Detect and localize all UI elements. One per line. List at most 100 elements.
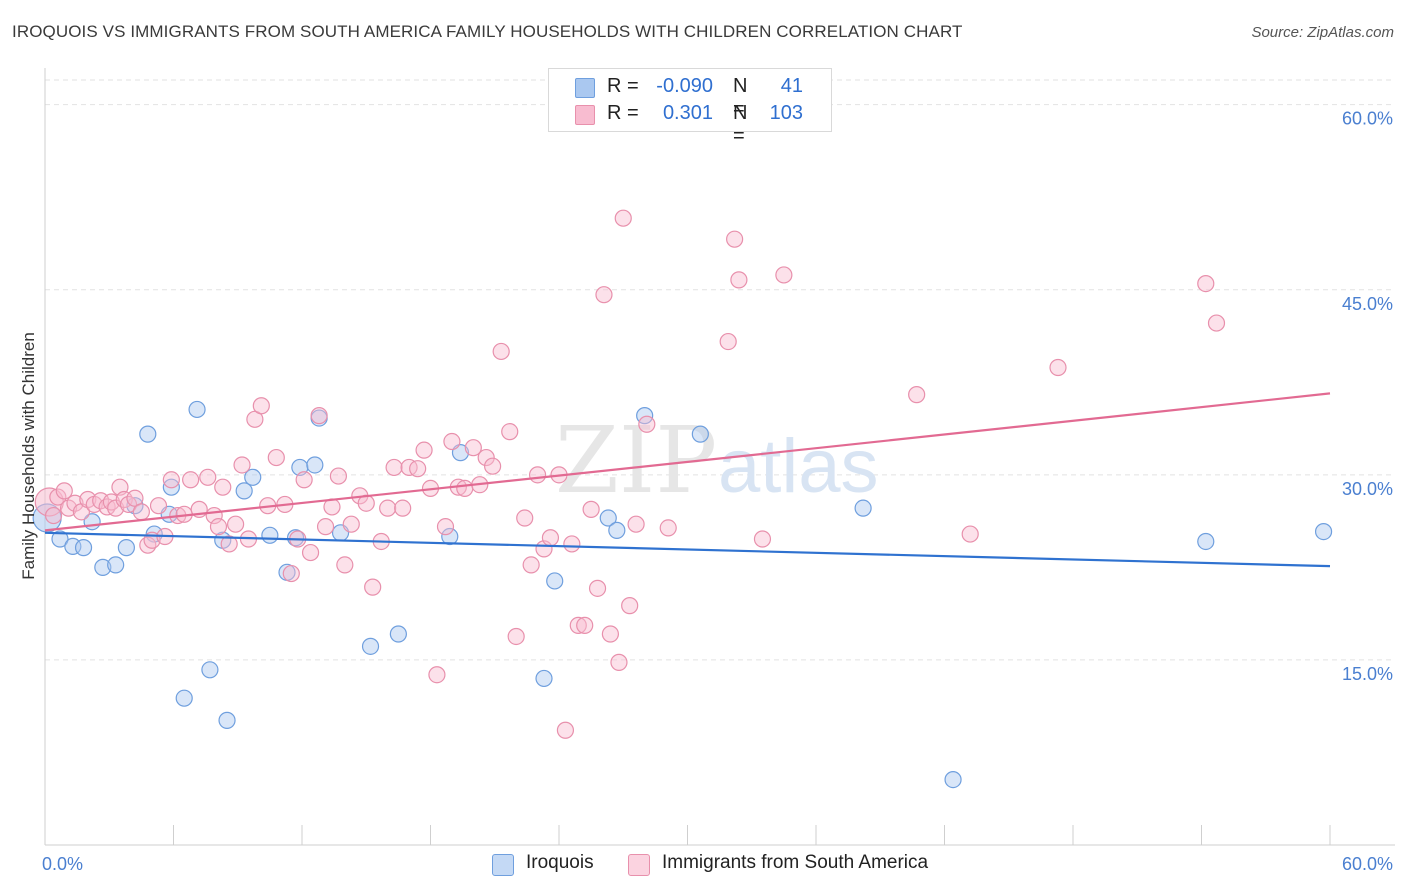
iroquois-point: [107, 556, 125, 574]
immigrants-point: [310, 407, 328, 425]
immigrants-point: [149, 497, 168, 515]
immigrants-point: [507, 627, 525, 646]
immigrants-point: [428, 666, 446, 684]
immigrants-point: [563, 535, 581, 553]
y-tick-label: 30.0%: [1342, 479, 1393, 499]
immigrants-point: [522, 556, 540, 574]
immigrants-point: [456, 479, 474, 498]
tick-labels: 15.0% 30.0% 45.0% 60.0% 0.0% 60.0%: [42, 109, 1393, 874]
iroquois-point: [201, 661, 219, 679]
iroquois-point: [546, 572, 564, 590]
immigrants-point: [501, 423, 519, 441]
iroquois-point: [389, 625, 407, 643]
immigrants-point: [627, 515, 645, 533]
immigrants-point: [556, 721, 575, 739]
iroquois-point: [441, 527, 459, 546]
legend-r-label: R =: [607, 75, 639, 97]
immigrants-point: [119, 495, 138, 514]
immigrants-point: [400, 458, 418, 477]
iroquois-point: [1197, 532, 1215, 551]
immigrants-point: [621, 597, 639, 615]
immigrants-point: [233, 456, 251, 474]
immigrants-point: [753, 530, 772, 548]
immigrants-point: [132, 503, 150, 521]
iroquois-point: [944, 771, 962, 789]
immigrants-point: [464, 439, 482, 457]
immigrants-point: [55, 482, 73, 500]
immigrants-point: [336, 556, 354, 574]
immigrants-point: [1197, 274, 1215, 293]
y-tick-label: 15.0%: [1342, 664, 1393, 684]
immigrants-point: [209, 518, 228, 536]
immigrants-point: [409, 460, 427, 478]
legend-n-label: N =: [733, 102, 748, 147]
immigrants-point: [569, 616, 587, 634]
immigrants-point: [267, 448, 285, 467]
immigrants-points: [34, 209, 1226, 739]
immigrants-point: [436, 518, 455, 536]
immigrants-point: [588, 579, 607, 597]
iroquois-point: [175, 689, 193, 707]
immigrants-point: [66, 494, 84, 512]
iroquois-point: [1314, 522, 1333, 541]
immigrants-point: [516, 509, 534, 527]
immigrants-point: [730, 271, 748, 289]
legend-label-immigrants: Immigrants from South America: [662, 852, 929, 873]
legend-n-value: 103: [769, 102, 803, 124]
iroquois-trend-line: [44, 531, 1331, 568]
immigrants-point: [342, 515, 360, 533]
immigrants-point: [582, 500, 600, 518]
correlation-legend: R = -0.090 N = 41 R = 0.301 N = 103: [548, 68, 832, 147]
immigrants-point: [908, 386, 926, 404]
immigrants-point: [182, 471, 200, 489]
immigrants-point: [295, 471, 313, 489]
legend-n-value: 41: [780, 75, 803, 97]
series-legend: Iroquois Immigrants from South America: [0, 852, 1406, 878]
iroquois-point: [188, 400, 206, 419]
iroquois-point: [117, 539, 135, 557]
immigrants-point: [214, 478, 232, 496]
iroquois-point: [94, 558, 112, 576]
iroquois-point: [261, 526, 279, 544]
iroquois-point: [51, 530, 69, 548]
watermark: ZIP atlas: [555, 407, 879, 514]
x-tick-label: 60.0%: [1342, 854, 1393, 874]
immigrants-point: [1207, 314, 1226, 332]
legend-r-value: 0.301: [662, 102, 713, 124]
iroquois-point: [139, 425, 157, 443]
immigrants-point: [394, 499, 412, 517]
iroquois-point: [854, 499, 872, 517]
immigrants-point: [601, 625, 620, 643]
immigrants-point: [329, 467, 348, 485]
immigrants-point: [379, 499, 397, 517]
immigrants-point: [364, 578, 382, 596]
immigrants-point: [301, 543, 320, 562]
immigrants-point: [775, 266, 793, 284]
immigrants-point: [528, 466, 547, 484]
iroquois-point: [74, 539, 93, 557]
immigrants-point: [614, 209, 632, 227]
legend-swatch-iroquois: [575, 78, 595, 98]
x-tick-label: 0.0%: [42, 854, 83, 874]
immigrants-point: [162, 471, 180, 489]
legend-swatch-immigrants: [628, 854, 650, 876]
source-label: Source: ZipAtlas.com: [1251, 24, 1394, 41]
immigrants-point: [659, 519, 677, 537]
immigrants-point: [610, 653, 628, 671]
immigrants-point: [44, 506, 63, 525]
iroquois-point: [218, 711, 236, 729]
immigrants-point: [199, 468, 217, 486]
immigrants-point: [282, 564, 300, 583]
immigrants-point: [595, 286, 613, 304]
legend-r-value: -0.090: [656, 75, 713, 97]
immigrants-point: [477, 448, 495, 467]
axes: [44, 68, 1395, 846]
immigrants-point: [443, 432, 461, 451]
grid-lines: [45, 79, 1395, 661]
immigrants-trend-line: [44, 392, 1331, 532]
legend-swatch-iroquois: [492, 854, 514, 876]
legend-n-label: N =: [733, 75, 748, 120]
iroquois-point: [608, 521, 626, 539]
legend-r-label: R =: [607, 102, 639, 124]
